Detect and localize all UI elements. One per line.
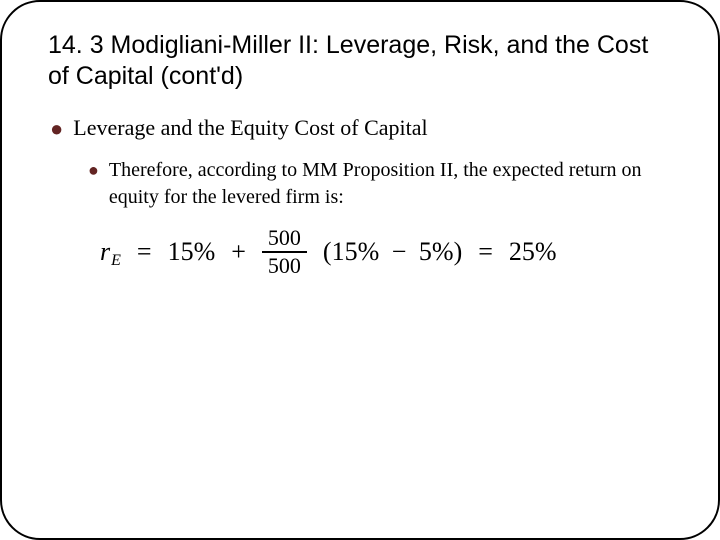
eq-var-r: r [100,237,110,267]
slide-title: 14. 3 Modigliani-Miller II: Leverage, Ri… [48,30,672,93]
bullet-level-1: ● Leverage and the Equity Cost of Capita… [50,115,672,141]
bullet-1-text: Leverage and the Equity Cost of Capital [73,115,427,141]
bullet-icon: ● [50,118,63,140]
eq-subscript-e: E [111,252,121,270]
slide-content: 14. 3 Modigliani-Miller II: Leverage, Ri… [48,30,672,279]
eq-frac-den: 500 [262,253,307,279]
eq-equals-2: = [478,237,493,267]
eq-lhs: rE [100,237,121,267]
eq-paren-group: (15% − 5%) [323,237,462,267]
eq-equals-1: = [137,237,152,267]
eq-minus: − [386,237,413,266]
bullet-level-2: ● Therefore, according to MM Proposition… [88,157,672,211]
eq-frac-num: 500 [262,225,307,251]
bullet-icon: ● [88,161,99,179]
eq-plus: + [231,237,246,267]
eq-term-1: 15% [168,237,216,267]
eq-paren-right-term: 5%) [419,237,462,266]
bullet-2-text: Therefore, according to MM Proposition I… [109,157,672,211]
equation: rE = 15% + 500 500 (15% − 5%) = 25% [100,225,672,279]
eq-result: 25% [509,237,557,267]
eq-fraction: 500 500 [262,225,307,279]
eq-paren-left-term: (15% [323,237,379,266]
